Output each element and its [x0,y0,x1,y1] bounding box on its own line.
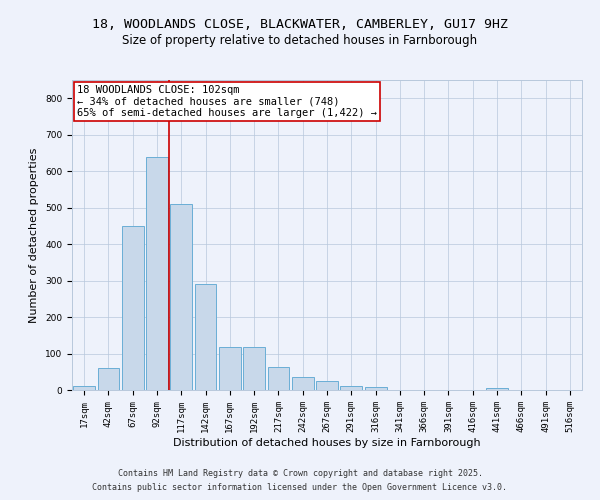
Bar [97,368,119,390]
Bar [73,386,95,390]
Bar [316,381,338,390]
Bar [122,226,143,390]
Bar [365,388,386,390]
Text: 18 WOODLANDS CLOSE: 102sqm
← 34% of detached houses are smaller (748)
65% of sem: 18 WOODLANDS CLOSE: 102sqm ← 34% of deta… [77,84,377,118]
Text: Contains HM Land Registry data © Crown copyright and database right 2025.: Contains HM Land Registry data © Crown c… [118,468,482,477]
Bar [486,388,508,390]
Bar [219,347,241,390]
Bar [170,204,192,390]
Bar [268,368,289,390]
Bar [243,347,265,390]
Bar [292,376,314,390]
X-axis label: Distribution of detached houses by size in Farnborough: Distribution of detached houses by size … [173,438,481,448]
Text: Contains public sector information licensed under the Open Government Licence v3: Contains public sector information licen… [92,484,508,492]
Text: 18, WOODLANDS CLOSE, BLACKWATER, CAMBERLEY, GU17 9HZ: 18, WOODLANDS CLOSE, BLACKWATER, CAMBERL… [92,18,508,30]
Text: Size of property relative to detached houses in Farnborough: Size of property relative to detached ho… [122,34,478,47]
Y-axis label: Number of detached properties: Number of detached properties [29,148,40,322]
Bar [340,386,362,390]
Bar [146,156,168,390]
Bar [194,284,217,390]
